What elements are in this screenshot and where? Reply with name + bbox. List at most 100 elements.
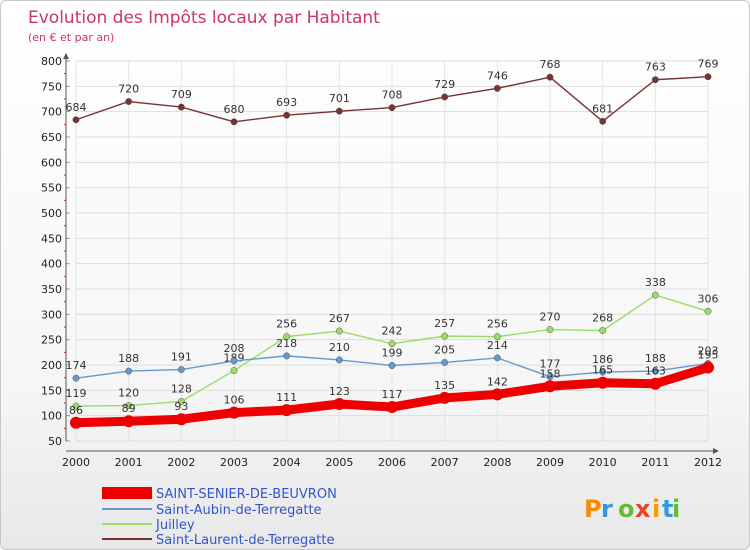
data-point	[335, 327, 343, 335]
data-point	[125, 367, 133, 375]
data-label: 257	[434, 317, 455, 330]
data-point	[72, 116, 80, 124]
x-axis-arrow	[713, 448, 719, 454]
y-tick-label: 100	[41, 410, 62, 423]
data-label: 158	[540, 367, 561, 380]
grid	[75, 60, 709, 442]
y-tick-label: 200	[41, 359, 62, 372]
data-label: 106	[224, 394, 245, 407]
data-point	[651, 367, 659, 375]
x-tick-label: 2000	[62, 456, 90, 469]
data-point	[493, 354, 501, 362]
legend-swatch	[102, 487, 152, 499]
data-label: 709	[171, 88, 192, 101]
data-label: 763	[645, 61, 666, 74]
axes: 50 100 150 200 250 300 350 400 450 500 550 600 650 70…	[41, 53, 722, 469]
data-point	[70, 416, 82, 429]
data-point	[72, 374, 80, 382]
data-point	[177, 103, 185, 111]
y-tick-label: 600	[41, 156, 62, 169]
x-tick-label: 2010	[589, 456, 617, 469]
data-label: 769	[698, 58, 719, 71]
y-axis-arrow	[63, 53, 69, 59]
data-label: 680	[224, 103, 245, 116]
data-label: 188	[118, 352, 139, 365]
data-point	[649, 377, 662, 390]
data-point	[72, 402, 80, 410]
data-point	[125, 98, 133, 105]
y-tick-label: 650	[41, 131, 62, 144]
y-tick-label: 800	[41, 55, 62, 68]
logo-letter: i	[672, 495, 680, 523]
data-point	[386, 401, 398, 414]
data-label: 142	[487, 375, 508, 388]
data-label: 256	[487, 318, 508, 331]
logo-letter: r	[601, 495, 613, 523]
data-point	[438, 391, 451, 404]
data-label: 120	[118, 387, 139, 400]
data-point	[335, 107, 343, 115]
data-point	[230, 357, 238, 365]
data-point	[651, 76, 659, 84]
data-label: 256	[276, 318, 297, 331]
data-label: 210	[329, 341, 350, 354]
x-tick-label: 2004	[273, 456, 301, 469]
x-tick-label: 2012	[694, 456, 722, 469]
data-label: 746	[487, 69, 508, 82]
data-label: 768	[540, 58, 561, 71]
y-tick-label: 300	[41, 308, 62, 321]
data-label: 191	[171, 351, 192, 364]
data-point	[546, 326, 554, 333]
x-tick-label: 2011	[641, 456, 669, 469]
data-point	[388, 340, 396, 348]
x-tick-label: 2001	[115, 456, 143, 469]
data-point	[704, 73, 712, 81]
data-point	[599, 368, 607, 376]
data-point	[280, 404, 293, 417]
data-point	[283, 352, 291, 360]
logo-letter: t	[662, 495, 673, 523]
chart-subtitle: (en € et par an)	[28, 31, 114, 44]
y-tick-label: 550	[41, 182, 62, 195]
data-label: 135	[434, 379, 455, 392]
data-point	[546, 373, 554, 381]
data-label: 199	[382, 347, 403, 360]
data-point	[702, 361, 714, 374]
data-label: 242	[382, 325, 403, 338]
data-point	[544, 380, 556, 393]
data-label: 86	[69, 404, 83, 417]
legend-label: Saint-Laurent-de-Terregatte	[156, 533, 334, 548]
data-label: 163	[645, 365, 666, 378]
data-label: 708	[382, 89, 403, 102]
y-tick-label: 700	[41, 106, 62, 119]
legend-label: SAINT-SENIER-DE-BEUVRON	[156, 487, 337, 502]
legend-label: Juilley	[155, 518, 195, 533]
data-label: 186	[592, 353, 613, 366]
logo-letter: i	[652, 495, 660, 523]
data-point	[283, 111, 291, 119]
data-point	[125, 402, 133, 409]
data-label: 306	[698, 292, 719, 305]
data-label: 218	[276, 337, 297, 350]
data-label: 267	[329, 312, 350, 325]
data-point	[493, 333, 501, 341]
chart-title: Evolution des Impôts locaux par Habitant	[28, 8, 380, 28]
data-label: 174	[66, 359, 87, 372]
y-tick-label: 350	[41, 283, 62, 296]
data-point	[175, 413, 188, 426]
data-point	[283, 333, 291, 341]
data-point	[335, 356, 343, 364]
data-point	[441, 93, 449, 101]
data-point	[122, 415, 135, 428]
logo-letter: o	[618, 495, 635, 523]
data-label: 123	[329, 385, 350, 398]
y-tick-label: 500	[41, 207, 62, 220]
legend-label: Saint-Aubin-de-Terregatte	[156, 503, 322, 518]
y-tick-label: 150	[41, 384, 62, 397]
y-tick-label: 400	[41, 258, 62, 271]
data-label: 89	[122, 402, 136, 415]
data-point	[177, 398, 185, 405]
data-label: 93	[174, 400, 188, 413]
